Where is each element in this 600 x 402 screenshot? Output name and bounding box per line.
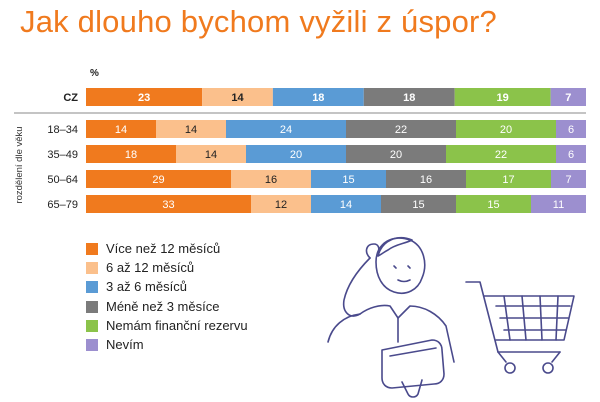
bar-segment bbox=[466, 170, 551, 188]
bar-segment bbox=[86, 170, 231, 188]
page-title: Jak dlouho bychom vyžili z úspor? bbox=[20, 4, 497, 39]
stacked-bar-chart: rozdělení dle věku CZ 23 14 18 18 19 7 18–34 14 14… bbox=[14, 88, 586, 213]
category-label: CZ bbox=[63, 92, 78, 104]
bar-segment bbox=[456, 195, 531, 213]
bar-segment bbox=[381, 195, 456, 213]
bar-segment bbox=[556, 145, 586, 163]
data-label: 23 bbox=[138, 92, 150, 104]
person-hand bbox=[365, 243, 380, 259]
bar-segment bbox=[86, 195, 251, 213]
data-label: 14 bbox=[115, 124, 127, 136]
bar-segment bbox=[311, 195, 381, 213]
bar-segment bbox=[456, 120, 556, 138]
data-label: 7 bbox=[565, 92, 571, 104]
bar-segment bbox=[346, 145, 446, 163]
data-label: 22 bbox=[395, 124, 407, 136]
bar-segment bbox=[176, 145, 246, 163]
data-label: 16 bbox=[420, 174, 432, 186]
data-label: 15 bbox=[342, 174, 354, 186]
category-label: 35–49 bbox=[47, 149, 78, 161]
legend-label: Méně než 3 měsíce bbox=[106, 298, 220, 314]
bar-segment bbox=[202, 88, 273, 106]
bar-segment bbox=[386, 170, 466, 188]
bar-segment bbox=[346, 120, 456, 138]
data-label: 24 bbox=[280, 124, 292, 136]
bar-segment bbox=[550, 88, 586, 106]
data-label: 22 bbox=[495, 149, 507, 161]
data-label: 14 bbox=[340, 199, 352, 211]
bar-segment bbox=[86, 88, 203, 106]
legend-label: 6 až 12 měsíců bbox=[106, 260, 195, 276]
data-label: 29 bbox=[152, 174, 164, 186]
bar-segment bbox=[156, 120, 226, 138]
data-label: 17 bbox=[502, 174, 514, 186]
category-label: 18–34 bbox=[47, 124, 78, 136]
unit-label: % bbox=[90, 68, 99, 79]
bar-segment bbox=[251, 195, 311, 213]
data-label: 14 bbox=[185, 124, 197, 136]
category-label: 50–64 bbox=[47, 174, 78, 186]
legend-swatch bbox=[86, 300, 98, 313]
data-label: 14 bbox=[231, 92, 244, 104]
group-axis-label: rozdělení dle věku bbox=[14, 126, 25, 203]
legend-label: Nevím bbox=[106, 337, 144, 352]
bar-segment bbox=[86, 120, 156, 138]
data-label: 33 bbox=[162, 199, 174, 211]
data-label: 6 bbox=[568, 124, 574, 136]
legend-swatch bbox=[86, 243, 98, 255]
shopping-cart bbox=[465, 281, 561, 353]
legend-label: 3 až 6 měsíců bbox=[106, 279, 187, 295]
category-label: 65–79 bbox=[47, 199, 78, 211]
legend-label: Více než 12 měsíců bbox=[106, 241, 221, 256]
bar-segment bbox=[226, 120, 346, 138]
data-label: 7 bbox=[565, 174, 571, 186]
data-label: 20 bbox=[390, 149, 402, 161]
legend-label: Nemám finanční rezervu bbox=[106, 317, 248, 333]
data-label: 18 bbox=[312, 92, 324, 104]
bar-segment bbox=[531, 195, 586, 213]
data-label: 6 bbox=[568, 149, 574, 161]
legend-swatch bbox=[86, 281, 98, 294]
legend-swatch bbox=[86, 339, 98, 351]
data-label: 19 bbox=[497, 92, 509, 104]
data-label: 15 bbox=[412, 199, 424, 211]
legend-swatch bbox=[86, 319, 98, 332]
bar-segment bbox=[454, 88, 551, 106]
legend-swatch bbox=[86, 262, 98, 275]
person-hair bbox=[377, 236, 413, 257]
data-label: 15 bbox=[487, 199, 499, 211]
data-label: 12 bbox=[275, 199, 287, 211]
bar-segment bbox=[86, 145, 176, 163]
data-label: 11 bbox=[553, 199, 564, 211]
bar-segment bbox=[551, 170, 586, 188]
bar-segment bbox=[231, 170, 311, 188]
bar-segment bbox=[556, 120, 586, 138]
bar-segment bbox=[246, 145, 346, 163]
bar-segment bbox=[446, 145, 556, 163]
person-torso bbox=[359, 304, 455, 363]
wallet bbox=[381, 339, 445, 389]
data-label: 16 bbox=[265, 174, 277, 186]
data-label: 20 bbox=[500, 124, 512, 136]
bar-segment bbox=[363, 88, 455, 106]
bar-segment bbox=[311, 170, 386, 188]
bar-segment bbox=[272, 88, 364, 106]
data-label: 14 bbox=[205, 149, 217, 161]
thinking-person-illustration bbox=[327, 236, 575, 398]
data-label: 20 bbox=[290, 149, 302, 161]
data-label: 18 bbox=[403, 92, 415, 104]
data-label: 18 bbox=[125, 149, 137, 161]
